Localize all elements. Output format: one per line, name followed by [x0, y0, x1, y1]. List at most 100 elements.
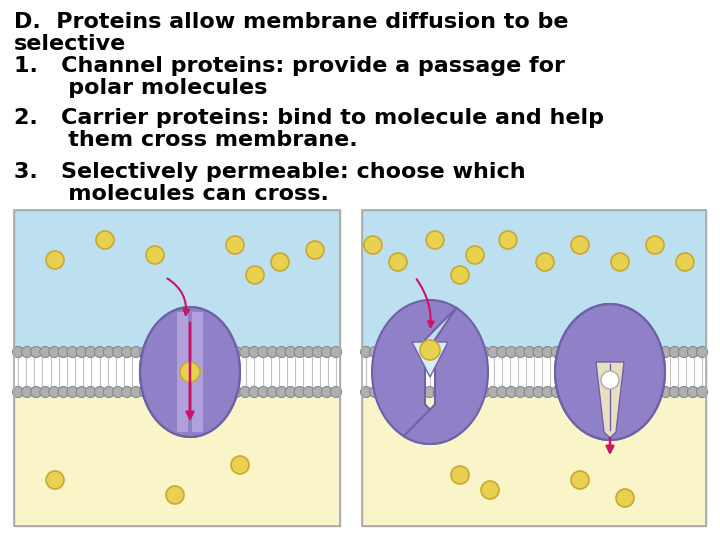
Circle shape	[505, 347, 517, 357]
Circle shape	[58, 347, 69, 357]
Circle shape	[624, 347, 635, 357]
Circle shape	[379, 347, 390, 357]
Circle shape	[670, 347, 680, 357]
Circle shape	[203, 347, 215, 357]
Bar	[14, 372, 340, 526]
Circle shape	[149, 347, 160, 357]
Bar	[14, 210, 340, 372]
Circle shape	[112, 347, 123, 357]
Circle shape	[487, 387, 499, 397]
Circle shape	[364, 236, 382, 254]
Ellipse shape	[555, 304, 665, 440]
Circle shape	[276, 347, 287, 357]
Circle shape	[560, 347, 571, 357]
Circle shape	[451, 466, 469, 484]
Bar	[362, 210, 706, 526]
Circle shape	[606, 347, 617, 357]
Circle shape	[497, 347, 508, 357]
Circle shape	[231, 456, 249, 474]
Circle shape	[499, 231, 517, 249]
Circle shape	[22, 347, 32, 357]
Circle shape	[285, 347, 296, 357]
Circle shape	[670, 387, 680, 397]
Circle shape	[361, 347, 372, 357]
Circle shape	[433, 387, 444, 397]
Circle shape	[615, 387, 626, 397]
Circle shape	[570, 347, 580, 357]
Circle shape	[46, 251, 64, 269]
Ellipse shape	[140, 307, 240, 437]
Circle shape	[466, 246, 484, 264]
Circle shape	[505, 387, 517, 397]
Bar	[362, 210, 706, 372]
Text: 3.   Selectively permeable: choose which: 3. Selectively permeable: choose which	[14, 162, 526, 182]
Circle shape	[240, 387, 251, 397]
Circle shape	[194, 387, 205, 397]
Circle shape	[369, 387, 381, 397]
Circle shape	[67, 387, 78, 397]
Circle shape	[433, 347, 444, 357]
Circle shape	[258, 347, 269, 357]
Circle shape	[58, 387, 69, 397]
Circle shape	[651, 387, 662, 397]
Circle shape	[226, 236, 244, 254]
Circle shape	[469, 347, 480, 357]
Circle shape	[678, 347, 689, 357]
Circle shape	[330, 387, 341, 397]
Circle shape	[624, 387, 635, 397]
Circle shape	[230, 387, 241, 397]
Circle shape	[67, 347, 78, 357]
Circle shape	[487, 347, 499, 357]
Circle shape	[258, 387, 269, 397]
Circle shape	[615, 347, 626, 357]
Circle shape	[552, 347, 562, 357]
Circle shape	[696, 347, 708, 357]
Circle shape	[369, 347, 381, 357]
Circle shape	[303, 387, 314, 397]
Bar	[362, 352, 706, 392]
Circle shape	[222, 387, 233, 397]
Circle shape	[611, 253, 629, 271]
Circle shape	[388, 347, 399, 357]
Circle shape	[642, 347, 653, 357]
Text: them cross membrane.: them cross membrane.	[14, 130, 358, 150]
Circle shape	[246, 266, 264, 284]
Circle shape	[479, 347, 490, 357]
Circle shape	[49, 387, 60, 397]
Circle shape	[597, 347, 608, 357]
Circle shape	[306, 241, 324, 259]
Circle shape	[479, 387, 490, 397]
Circle shape	[303, 347, 314, 357]
Circle shape	[460, 387, 472, 397]
Circle shape	[267, 347, 278, 357]
Text: molecules can cross.: molecules can cross.	[14, 184, 329, 204]
Circle shape	[552, 387, 562, 397]
Circle shape	[94, 347, 105, 357]
Circle shape	[94, 387, 105, 397]
Polygon shape	[404, 308, 488, 444]
Circle shape	[130, 347, 142, 357]
Circle shape	[424, 347, 435, 357]
Circle shape	[406, 387, 417, 397]
Circle shape	[85, 387, 96, 397]
Circle shape	[688, 347, 698, 357]
Circle shape	[321, 387, 333, 397]
Circle shape	[185, 387, 196, 397]
Circle shape	[571, 471, 589, 489]
Circle shape	[571, 236, 589, 254]
Circle shape	[130, 387, 142, 397]
Circle shape	[267, 387, 278, 397]
Circle shape	[515, 347, 526, 357]
Bar	[14, 352, 340, 392]
Circle shape	[222, 347, 233, 357]
Circle shape	[158, 387, 169, 397]
Circle shape	[606, 387, 617, 397]
Polygon shape	[372, 300, 456, 444]
Circle shape	[588, 387, 598, 397]
Circle shape	[85, 347, 96, 357]
Circle shape	[122, 387, 132, 397]
Circle shape	[696, 387, 708, 397]
Circle shape	[542, 387, 553, 397]
Circle shape	[651, 347, 662, 357]
Circle shape	[616, 489, 634, 507]
